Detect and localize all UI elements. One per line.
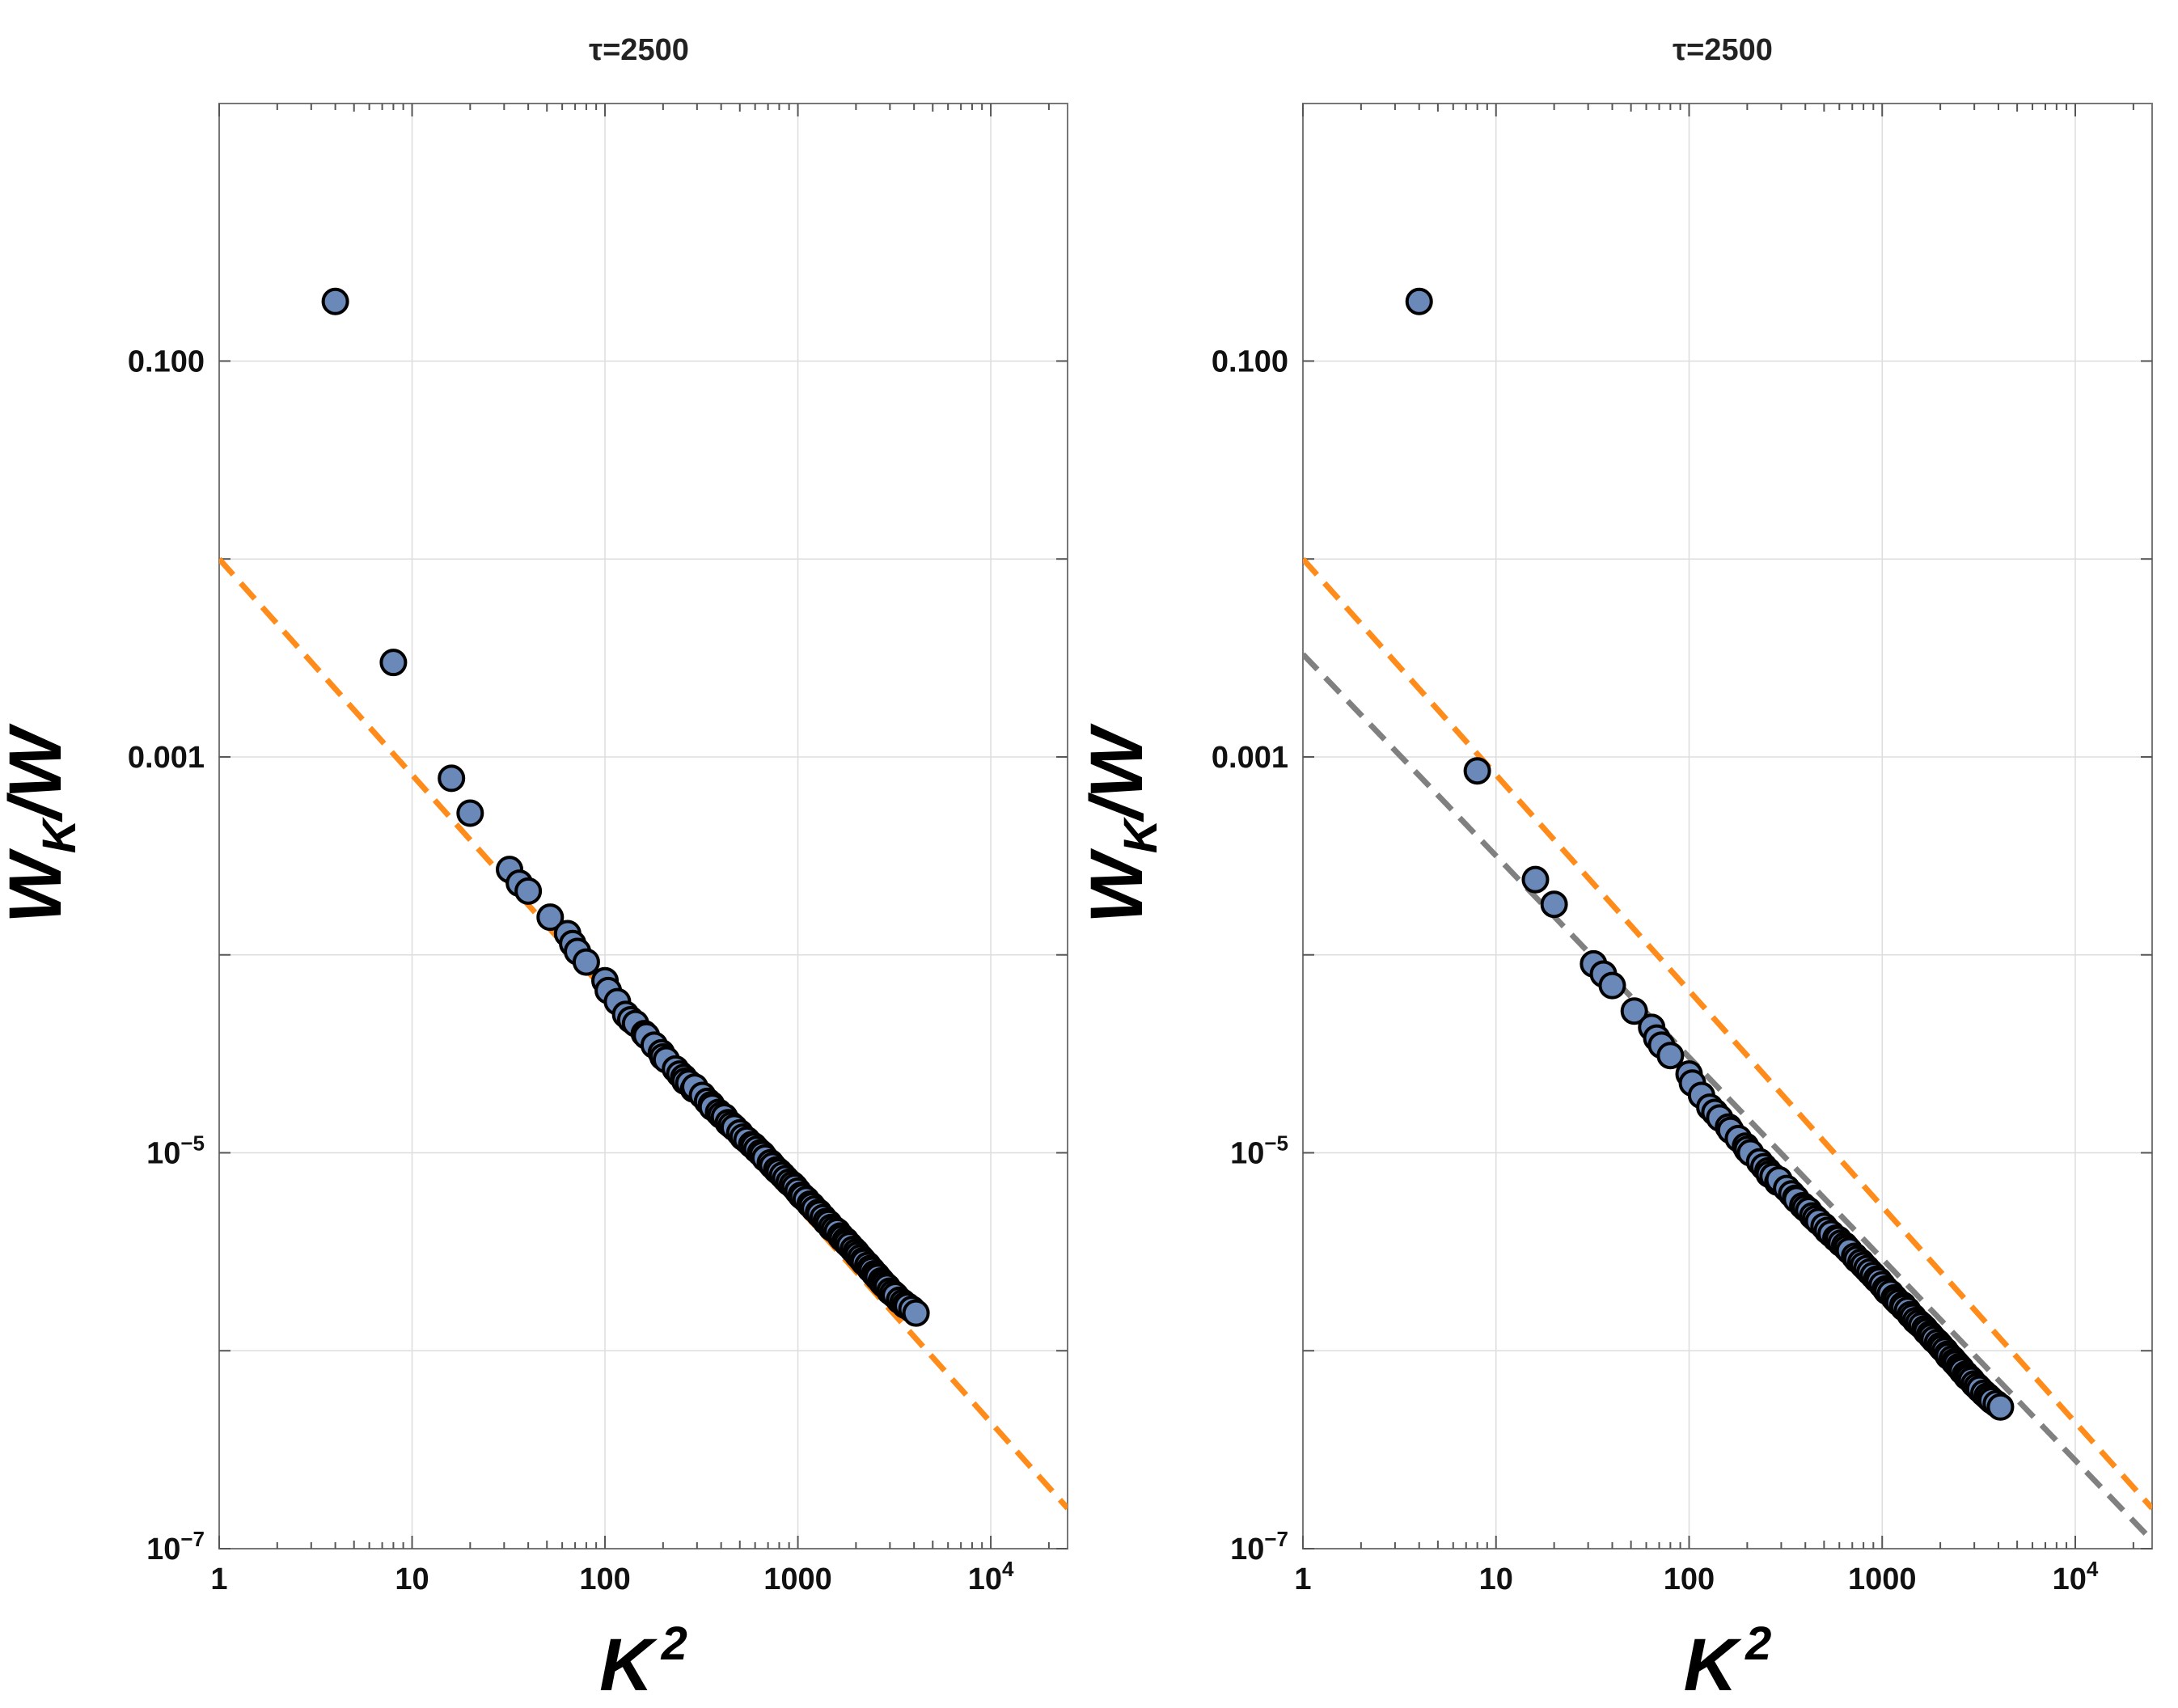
x-tick-label: 100 xyxy=(1664,1562,1715,1596)
data-point xyxy=(902,1299,930,1327)
data-point xyxy=(379,649,408,677)
orange-dashed-fit-line xyxy=(1303,556,2152,1511)
data-point xyxy=(1540,890,1568,919)
plot-frame xyxy=(218,103,1068,1549)
y-tick-label: 10−7 xyxy=(146,1527,205,1566)
x-tick-label: 104 xyxy=(968,1557,1014,1596)
x-tick-label: 104 xyxy=(2053,1557,2099,1596)
y-tick-label: 0.100 xyxy=(1212,345,1288,378)
x-tick-label: 1 xyxy=(1294,1562,1311,1596)
y-tick-label: 10−5 xyxy=(146,1131,205,1170)
axis-ticks xyxy=(1302,104,2152,1549)
data-point xyxy=(1620,997,1648,1025)
y-tick-label: 0.001 xyxy=(128,741,205,775)
y-tick-label: 10−7 xyxy=(1230,1527,1288,1566)
chart-title: τ=2500 xyxy=(589,33,689,67)
data-point xyxy=(572,948,600,976)
data-point xyxy=(1598,971,1626,1000)
data-point xyxy=(321,287,349,315)
y-axis-label: WK/W xyxy=(1076,723,1167,924)
data-point xyxy=(1986,1393,2015,1421)
data-series xyxy=(321,287,930,1327)
plot-area xyxy=(1303,287,2152,1543)
data-point xyxy=(1463,757,1491,785)
data-point xyxy=(438,764,466,793)
data-point xyxy=(514,877,543,905)
axis-ticks xyxy=(218,104,1068,1549)
y-tick-label: 10−5 xyxy=(1230,1131,1288,1170)
y-tick-label: 0.001 xyxy=(1212,741,1288,775)
plot-frame xyxy=(1302,103,2153,1549)
y-axis-label: WK/W xyxy=(0,723,86,924)
chart-panel-2: 1 10 100 1000 104 0.100 0.001 10−5 10−7 τ=2500 K 2 W… xyxy=(1076,33,2153,1706)
x-tick-label: 100 xyxy=(579,1562,630,1596)
x-tick-label: 1000 xyxy=(763,1562,832,1596)
orange-dashed-fit-line xyxy=(219,556,1068,1511)
x-tick-label: 10 xyxy=(395,1562,429,1596)
chart-panel-1: 1 10 100 1000 104 0.100 0.001 10−5 10−7 τ=2500 K 2 W… xyxy=(0,33,1068,1706)
y-tick-label: 0.100 xyxy=(128,345,205,378)
data-series xyxy=(1405,287,2015,1421)
x-tick-label: 1 xyxy=(210,1562,227,1596)
data-point xyxy=(1656,1042,1685,1070)
data-point xyxy=(456,799,484,827)
data-point xyxy=(1405,287,1433,315)
x-tick-label: 1000 xyxy=(1848,1562,1917,1596)
x-tick-label: 10 xyxy=(1479,1562,1513,1596)
data-point xyxy=(1521,865,1550,894)
gray-dashed-fit-line xyxy=(1303,652,2152,1543)
data-point xyxy=(536,903,565,932)
plot-area xyxy=(219,287,1068,1511)
chart-title: τ=2500 xyxy=(1673,33,1773,67)
